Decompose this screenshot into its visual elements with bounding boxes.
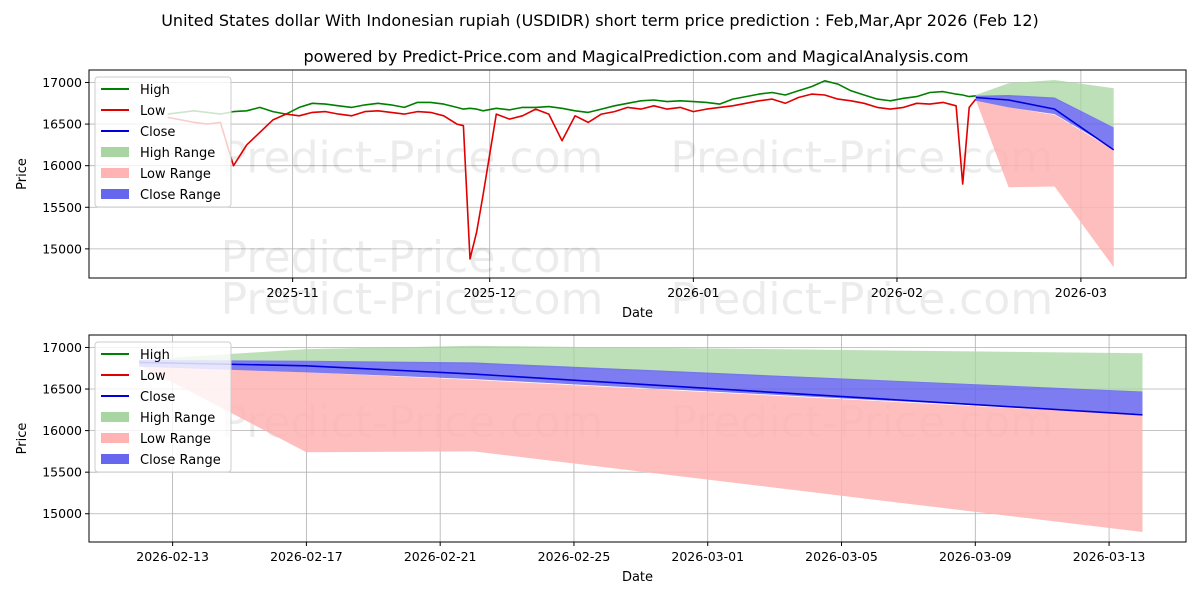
close-series-line bbox=[975, 96, 1115, 151]
low-series-line bbox=[167, 93, 977, 260]
y-tick-label: 15500 bbox=[42, 200, 82, 215]
x-tick-label: 2026-03-01 bbox=[671, 549, 744, 564]
legend-label: High bbox=[140, 83, 170, 98]
x-tick-label: 2026-02-13 bbox=[136, 549, 209, 564]
y-tick-label: 16500 bbox=[42, 382, 82, 397]
legend-swatch bbox=[101, 147, 129, 157]
axes-frame bbox=[88, 334, 1187, 543]
x-tick-label: 2026-02-17 bbox=[270, 549, 343, 564]
x-tick-label: 2025-12 bbox=[464, 285, 516, 300]
legend-swatch bbox=[101, 189, 129, 199]
low-range-band bbox=[975, 100, 1114, 268]
legend-label: Close Range bbox=[140, 188, 221, 203]
watermark-text: Predict-Price.com bbox=[221, 232, 604, 283]
x-tick-label: 2026-03 bbox=[1055, 285, 1107, 300]
x-tick-label: 2026-03-05 bbox=[805, 549, 878, 564]
high-range-band bbox=[975, 80, 1114, 128]
watermark-text: Predict-Price.com bbox=[221, 132, 604, 183]
legend-swatch bbox=[101, 433, 129, 443]
legend-label: Close bbox=[140, 390, 175, 405]
y-tick-label: 15000 bbox=[42, 241, 82, 256]
x-axis-label: Date bbox=[622, 570, 653, 585]
x-tick-label: 2025-11 bbox=[267, 285, 319, 300]
legend-label: Low Range bbox=[140, 167, 211, 182]
legend-label: Low Range bbox=[140, 432, 211, 447]
legend-swatch bbox=[101, 412, 129, 422]
low-range-band bbox=[139, 364, 1143, 532]
y-tick-label: 15500 bbox=[42, 465, 82, 480]
chart-subtitle: powered by Predict-Price.com and Magical… bbox=[303, 47, 968, 66]
y-tick-label: 17000 bbox=[42, 75, 82, 90]
axes-frame bbox=[88, 69, 1187, 279]
x-tick-label: 2026-03-09 bbox=[939, 549, 1012, 564]
bottom-panel: Predict-Price.comPredict-Price.com2026-0… bbox=[15, 334, 1187, 585]
legend-label: High Range bbox=[140, 411, 215, 426]
y-tick-label: 15000 bbox=[42, 506, 82, 521]
x-tick-label: 2026-03-13 bbox=[1073, 549, 1146, 564]
x-tick-label: 2026-02 bbox=[871, 285, 923, 300]
legend-label: Close Range bbox=[140, 453, 221, 468]
legend-label: Close bbox=[140, 125, 175, 140]
legend-label: High Range bbox=[140, 146, 215, 161]
chart-title: United States dollar With Indonesian rup… bbox=[161, 11, 1039, 30]
x-axis-label: Date bbox=[622, 306, 653, 321]
y-tick-label: 16000 bbox=[42, 423, 82, 438]
y-tick-label: 16500 bbox=[42, 117, 82, 132]
x-tick-label: 2026-02-25 bbox=[538, 549, 611, 564]
watermark-text: Predict-Price.com bbox=[221, 274, 604, 325]
top-panel: Predict-Price.com Predict-Price.comPredic… bbox=[15, 69, 1187, 325]
legend-label: High bbox=[140, 348, 170, 363]
y-tick-label: 16000 bbox=[42, 158, 82, 173]
close-range-band bbox=[139, 359, 1143, 414]
y-axis-label: Price bbox=[15, 423, 30, 455]
y-axis-label: Price bbox=[15, 158, 30, 190]
legend-label: Low bbox=[140, 104, 166, 119]
watermark-text: Predict-Price.com bbox=[670, 132, 1053, 183]
watermark-text: Predict-Price.com bbox=[670, 274, 1053, 325]
legend-swatch bbox=[101, 454, 129, 464]
close-range-band bbox=[975, 95, 1114, 149]
legend-label: Low bbox=[140, 369, 166, 384]
legend-swatch bbox=[101, 168, 129, 178]
x-tick-label: 2026-02-21 bbox=[404, 549, 477, 564]
high-series-line bbox=[167, 80, 976, 115]
x-tick-label: 2026-01 bbox=[667, 285, 719, 300]
y-tick-label: 17000 bbox=[42, 340, 82, 355]
